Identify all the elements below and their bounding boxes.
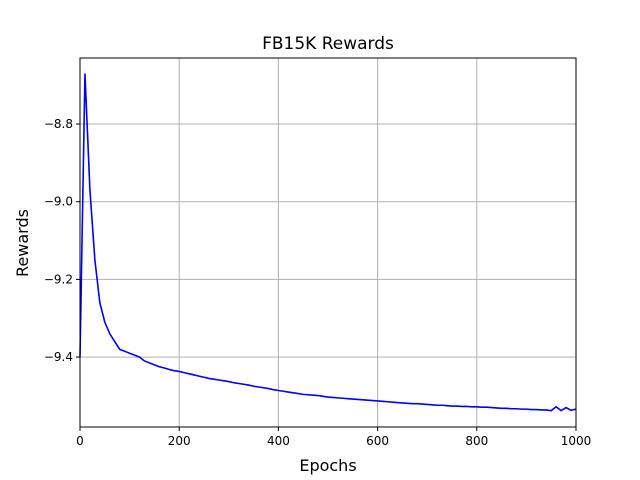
x-tick-label: 600 bbox=[366, 434, 389, 448]
y-tick-label: −8.8 bbox=[44, 117, 73, 131]
y-tick-label: −9.0 bbox=[44, 195, 73, 209]
x-tick-label: 400 bbox=[267, 434, 290, 448]
x-tick-label: 800 bbox=[465, 434, 488, 448]
y-tick-label: −9.2 bbox=[44, 272, 73, 286]
x-tick-label: 200 bbox=[168, 434, 191, 448]
chart-title: FB15K Rewards bbox=[262, 34, 394, 54]
plot-frame bbox=[79, 57, 577, 428]
grid-lines bbox=[79, 58, 577, 427]
x-tick-label: 1000 bbox=[561, 434, 592, 448]
x-axis-label: Epochs bbox=[299, 456, 356, 475]
x-tick-label: 0 bbox=[76, 434, 84, 448]
rewards-series-line bbox=[79, 73, 577, 412]
y-axis-label: Rewards bbox=[13, 209, 32, 277]
axis-ticks: 0 200 400 600 800 1000 −8.8 −9.0 −9.2 −9.4 bbox=[44, 117, 591, 448]
y-tick-label: −9.4 bbox=[44, 350, 73, 364]
